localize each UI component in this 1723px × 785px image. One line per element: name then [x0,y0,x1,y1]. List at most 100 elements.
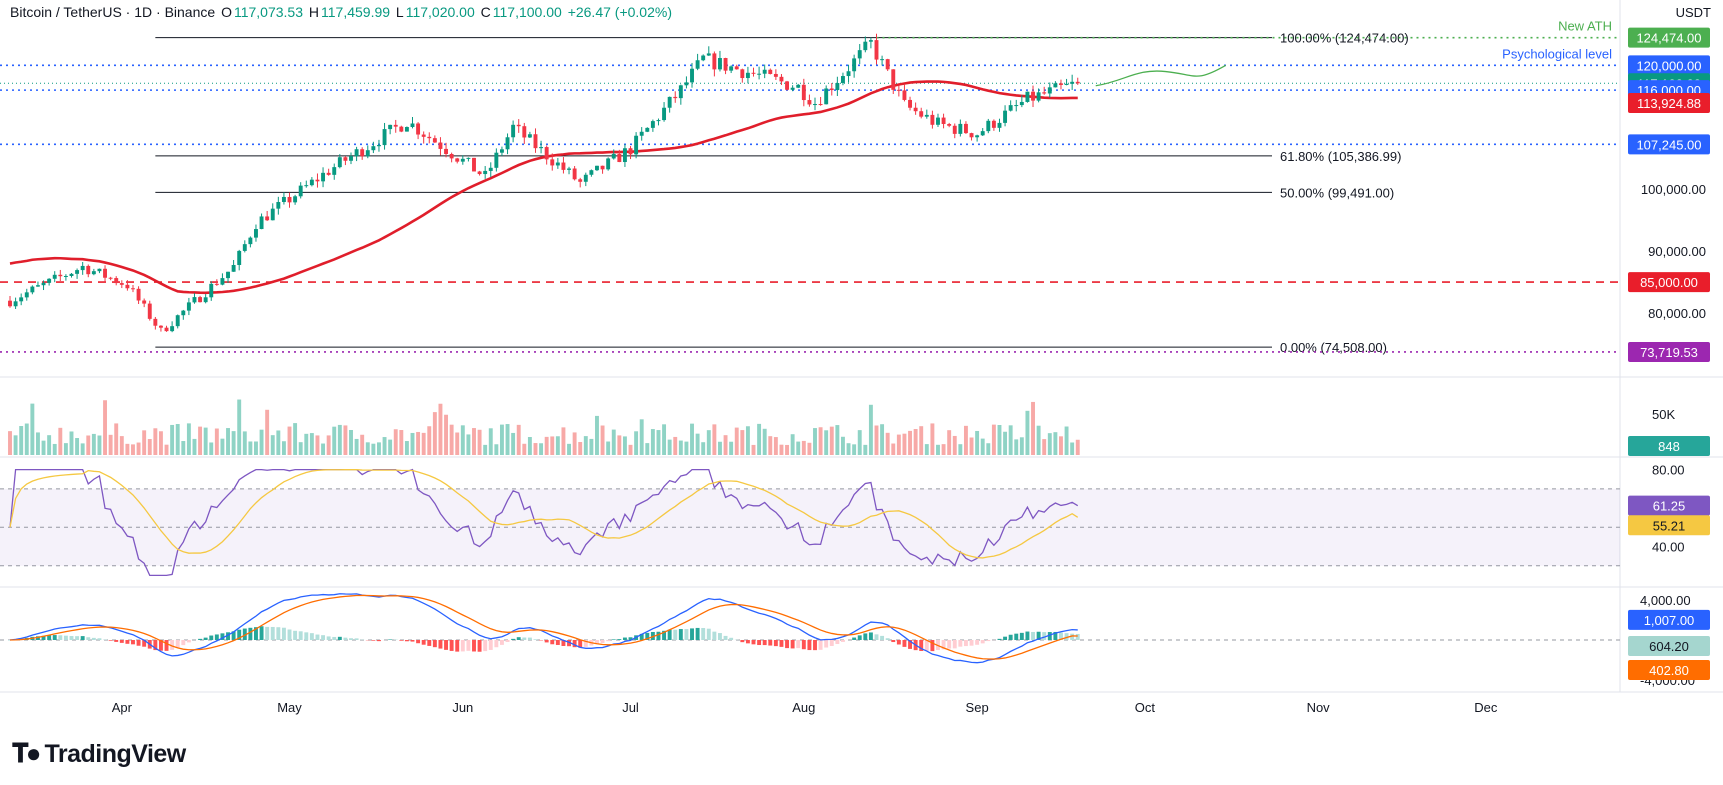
signal-tag: 402.80 [1649,663,1689,678]
volume-bar [706,430,711,455]
volume-bar [466,434,471,455]
symbol-title[interactable]: Bitcoin / TetherUS · 1D · Binance [10,4,216,20]
macd-histogram-bar [684,629,689,640]
candle-body [639,131,644,136]
candle-body [695,60,700,69]
volume-bar [332,426,337,455]
candle-body [371,146,376,151]
candle-body [404,127,409,132]
candle-body [58,274,63,277]
candle-body [656,120,661,122]
volume-bar [477,429,482,455]
signal-line [9,594,1078,660]
time-axis-label: Dec [1474,700,1498,715]
candle-body [645,127,650,132]
macd-histogram-bar [818,640,823,650]
rsi-ma-tag: 55.21 [1653,518,1686,533]
horizontal-levels: New ATH Psychological level [0,19,1620,353]
tradingview-logo: 𝐓● TradingView [12,738,186,770]
macd-histogram-bar [656,631,661,640]
candle-body [628,148,633,155]
macd-histogram-bar [270,626,275,640]
macd-histogram-bar [813,640,817,651]
volume-bar [818,427,823,455]
candle-body [365,150,370,157]
macd-histogram-bar [499,640,504,645]
macd-histogram-bar [852,637,857,640]
macd-histogram-bar [740,640,745,643]
macd-histogram-bar [617,639,622,640]
candle-body [304,185,309,187]
volume-bar [293,423,298,455]
macd-histogram-bar [349,638,353,640]
rsi-ma-tag-bg [1628,515,1710,536]
macd-histogram-bar [896,640,901,645]
candle-body [796,84,801,88]
volume-bar [86,435,91,455]
candle-body [1008,105,1013,111]
volume-bar [399,430,404,455]
volume-bar [539,443,544,455]
macd-histogram-bar [628,637,633,640]
volume-bar [220,438,225,455]
volume-bar [337,424,342,455]
macd-histogram-bar [533,639,538,640]
time-axis-label: Oct [1135,700,1156,715]
volume-bar [1014,439,1019,455]
candle-body [472,157,476,172]
candle-body [975,135,980,138]
volume-bar [248,441,253,455]
candle-body [499,149,504,153]
price-tag: 85,000.00 [1640,275,1698,290]
candle-body [980,131,985,136]
volume-bar [963,425,968,455]
price-axis[interactable]: 100,000.00 90,000.00 80,000.00 50K 80.00 40.0… [1640,182,1706,688]
macd-histogram-bar [516,637,521,640]
macd-histogram-bar [86,637,91,640]
volume-bar [533,443,538,455]
macd-histogram-bar [980,640,985,644]
candle-body [924,114,929,117]
macd-histogram-bar [857,635,862,640]
rsi-pane [0,468,1620,577]
time-axis[interactable]: Apr May Jun Jul Aug Sep Oct Nov Dec [112,700,1498,715]
volume-bar [516,424,521,455]
volume-bar [701,442,706,455]
volume-bar [41,440,46,455]
macd-histogram-bar [377,640,381,642]
volume-bar [745,426,750,455]
macd-histogram-bar [941,640,946,650]
price-axis-label: 90,000.00 [1648,244,1706,259]
macd-histogram-bar [885,638,890,640]
volume-bars [8,399,1080,455]
candle-body [896,89,901,91]
candle-body [751,72,756,74]
macd-histogram-bar [237,629,242,640]
volume-bar [952,435,957,455]
volume-bar [80,443,85,455]
candle-body [595,165,599,171]
volume-bar [8,431,12,455]
candle-body [30,286,35,293]
fib-level-label: 50.00% (99,491.00) [1280,185,1394,200]
candle-body [259,216,264,230]
fib-level-label: 61.80% (105,386.99) [1280,149,1401,164]
candle-body [41,282,46,286]
candle-body [606,158,611,170]
volume-bar [377,442,381,455]
volume-bar [1070,442,1075,455]
candle-body [690,68,694,83]
volume-bar [527,437,532,455]
quote-currency[interactable]: USDT [1675,5,1711,20]
candle-body [142,300,147,304]
macd-histogram-bar [371,640,376,641]
macd-histogram-bar [622,637,627,640]
volume-bar [930,423,935,455]
macd-histogram-bar [801,640,806,650]
candle-body [309,179,314,186]
candle-body [427,136,432,139]
macd-histogram-bar [1059,632,1063,640]
candle-body [505,137,510,150]
candle-body [203,297,208,303]
